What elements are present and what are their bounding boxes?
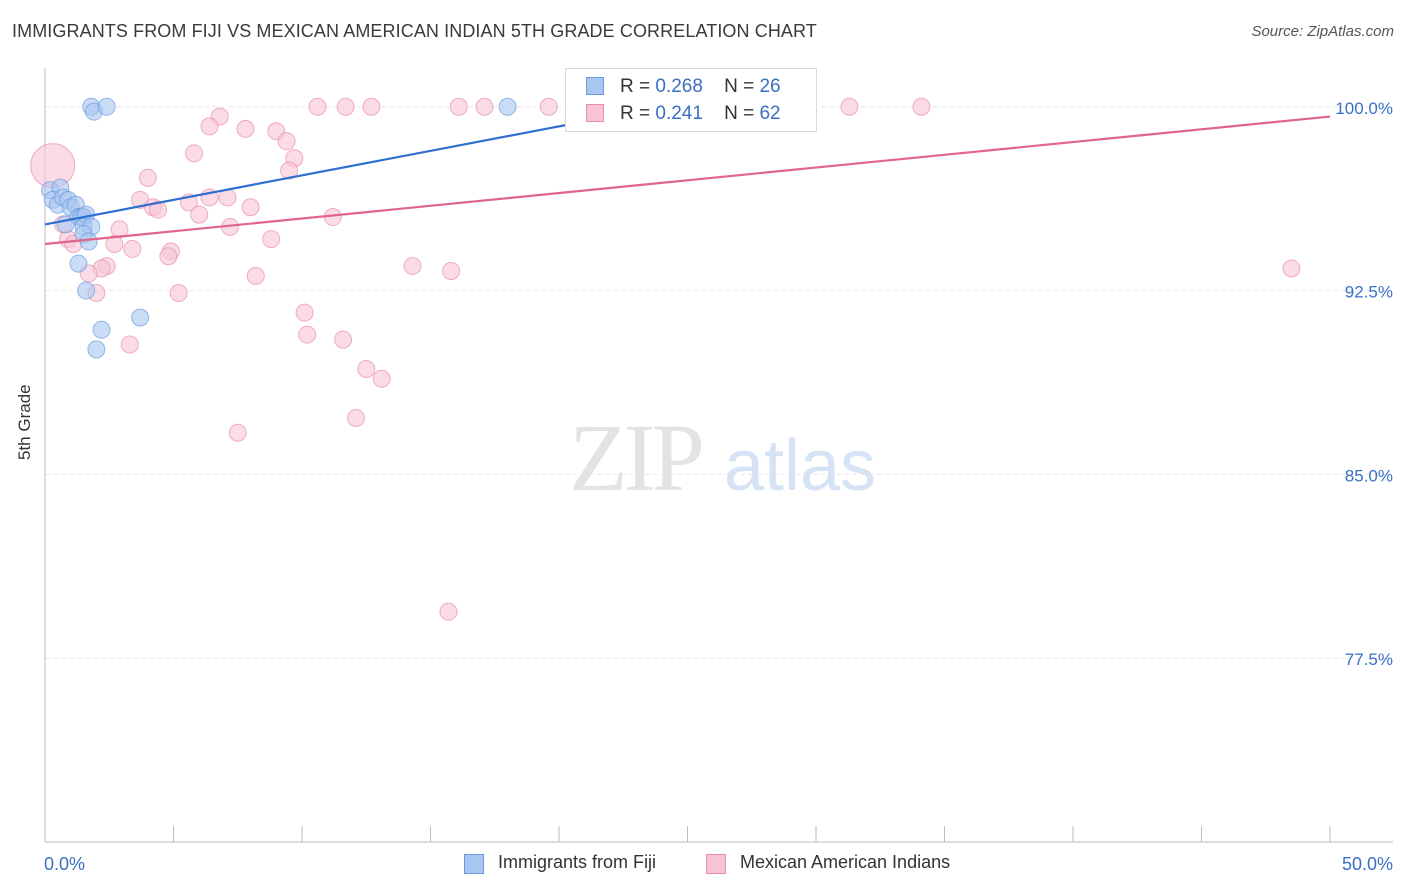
mexican-point	[449, 97, 468, 116]
watermark-atlas: atlas	[724, 426, 876, 506]
mexican-point	[372, 369, 391, 388]
legend-r-value: 0.241	[655, 103, 703, 124]
x-tick-label: 0.0%	[44, 854, 85, 874]
mexican-point	[169, 284, 188, 303]
fiji-point	[87, 340, 106, 359]
mexican-point	[105, 235, 124, 254]
y-tick-label: 92.5%	[1345, 283, 1393, 302]
x-tick-label: 50.0%	[1342, 854, 1393, 874]
mexican-point	[280, 161, 299, 180]
fiji-point	[79, 232, 98, 251]
legend-n-value: 62	[759, 103, 781, 124]
mexican-point	[912, 97, 931, 116]
correlation-legend: R = 0.268 N = 26 R = 0.241 N = 62	[565, 68, 817, 132]
mexican-point	[120, 335, 139, 354]
fiji-point	[97, 97, 116, 116]
mexican-point	[149, 200, 168, 219]
legend-r-label: R =	[620, 76, 651, 97]
y-tick-label: 100.0%	[1335, 99, 1393, 118]
mexican-point	[346, 409, 365, 428]
mexican-point	[1282, 259, 1301, 278]
mexican-point	[262, 230, 281, 249]
watermark: ZIP atlas	[569, 404, 876, 511]
fiji-trend-line	[44, 120, 585, 226]
legend-n-label: N =	[724, 76, 755, 97]
mexican-point	[336, 97, 355, 116]
mexican-point	[298, 325, 317, 344]
mexican-point	[357, 359, 376, 378]
source-label: Source: ZipAtlas.com	[1251, 23, 1394, 40]
legend-n-value: 26	[759, 76, 781, 97]
legend-r-value: 0.268	[655, 76, 703, 97]
gridlines	[45, 106, 1390, 659]
legend-swatch-fiji	[586, 77, 604, 95]
mexican-point	[159, 247, 178, 266]
mexican-point	[246, 266, 265, 285]
legend-n-label: N =	[724, 103, 755, 124]
bottom-legend-label-mexican: Mexican American Indians	[740, 852, 951, 872]
mexican-trend-line	[44, 115, 1331, 246]
mexican-point	[123, 239, 142, 258]
mexican-point	[30, 143, 76, 189]
mexican-point	[362, 97, 381, 116]
data-points	[30, 97, 1301, 621]
mexican-point	[185, 144, 204, 163]
fiji-point	[131, 308, 150, 327]
bottom-legend-swatch-fiji	[464, 854, 484, 874]
trend-lines	[44, 115, 1331, 246]
fiji-point	[92, 320, 111, 339]
mexican-point	[334, 330, 353, 349]
fiji-point	[69, 254, 88, 273]
mexican-point	[308, 97, 327, 116]
axes	[44, 68, 1393, 843]
fiji-point	[77, 281, 96, 300]
mexican-point	[241, 198, 260, 217]
mexican-point	[439, 602, 458, 621]
mexican-point	[442, 261, 461, 280]
mexican-point	[475, 97, 494, 116]
mexican-point	[840, 97, 859, 116]
mexican-point	[277, 132, 296, 151]
mexican-point	[539, 97, 558, 116]
mexican-point	[200, 117, 219, 136]
chart-title: IMMIGRANTS FROM FIJI VS MEXICAN AMERICAN…	[12, 21, 817, 41]
tick-labels: 77.5% 85.0% 92.5% 100.0% 0.0% 50.0%	[44, 99, 1393, 874]
bottom-legend-swatch-mexican	[706, 854, 726, 874]
bottom-legend-label-fiji: Immigrants from Fiji	[498, 852, 657, 872]
y-tick-label: 77.5%	[1345, 650, 1393, 669]
mexican-point	[138, 168, 157, 187]
mexican-point	[228, 423, 247, 442]
mexican-point	[236, 119, 255, 138]
y-axis-label: 5th Grade	[15, 384, 34, 460]
watermark-zip: ZIP	[569, 404, 702, 511]
legend-r-label: R =	[620, 103, 651, 124]
y-tick-label: 85.0%	[1345, 466, 1393, 485]
legend-swatch-mexican	[586, 104, 604, 122]
mexican-point	[403, 257, 422, 276]
mexican-point	[190, 205, 209, 224]
fiji-point	[498, 97, 517, 116]
mexican-point	[295, 303, 314, 322]
